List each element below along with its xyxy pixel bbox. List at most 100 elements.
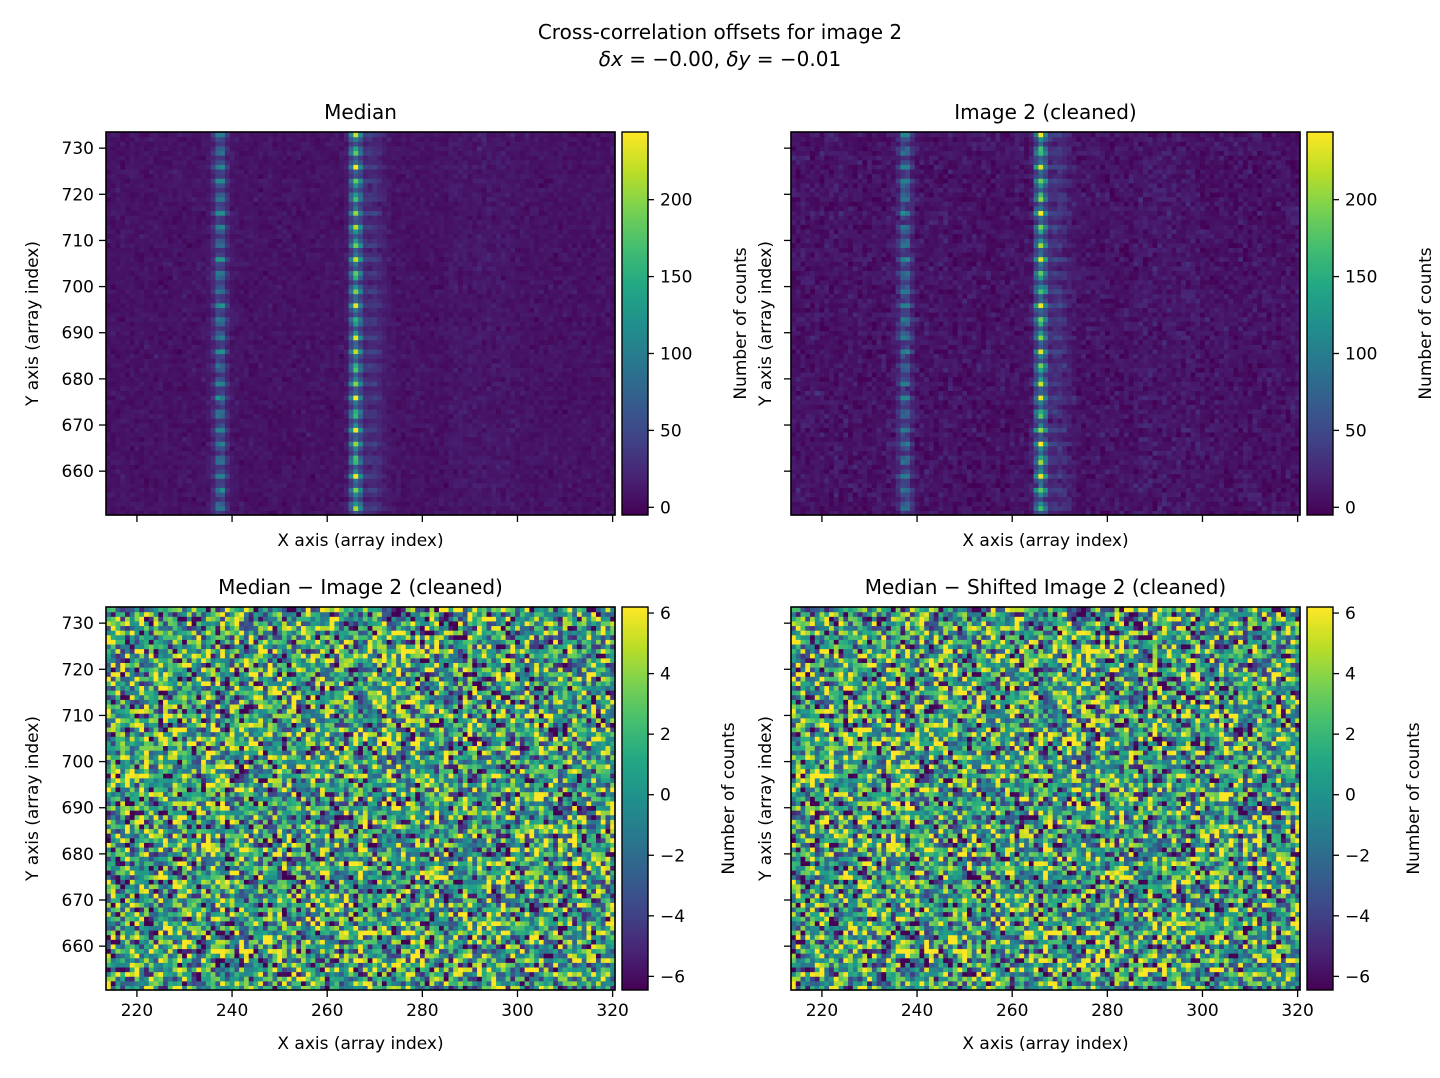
heatmap-cell [405,445,412,451]
heatmap-cell [600,325,607,332]
heatmap-cell [201,371,207,378]
heatmap-cell [329,344,335,350]
heatmap-cell [434,348,440,355]
heatmap-cell [201,404,207,410]
heatmap-cell [125,491,131,498]
heatmap-cell [572,390,578,396]
heatmap-cell [529,399,535,405]
heatmap-cell [210,450,217,456]
heatmap-cell [191,298,197,304]
heatmap-cell [210,487,217,493]
heatmap-cell [415,358,421,364]
heatmap-cell [353,491,359,498]
heatmap-cell [272,348,278,355]
heatmap-cell [429,422,435,428]
heatmap-cell [220,404,226,410]
heatmap-cell [396,311,402,318]
heatmap-cell [324,422,331,428]
heatmap-cell [529,501,535,507]
heatmap-cell [410,459,416,465]
heatmap-cell [515,413,521,419]
heatmap-cell [462,468,469,475]
heatmap-cell [334,496,340,502]
heatmap-cell [448,501,454,507]
heatmap-cell [524,344,530,350]
heatmap-cell [519,459,526,465]
heatmap-cell [120,367,126,373]
heatmap-cell [115,464,121,470]
heatmap-cell [519,464,526,470]
heatmap-cell [243,404,250,410]
heatmap-cell [424,505,431,511]
heatmap-cell [538,348,545,355]
heatmap-cell [496,404,502,410]
heatmap-cell [438,478,445,484]
heatmap-cell [524,422,530,428]
heatmap-cell [125,482,131,488]
heatmap-cell [220,487,226,493]
heatmap-cell [324,362,331,368]
heatmap-cell [534,431,540,438]
heatmap-cell [362,344,369,350]
heatmap-cell [148,436,155,442]
heatmap-cell [486,459,492,465]
heatmap-cell [510,491,516,498]
heatmap-cell [462,339,469,345]
heatmap-cell [377,335,383,341]
heatmap-cell [196,431,202,438]
heatmap-cell [400,367,407,373]
heatmap-cell [453,478,459,484]
heatmap-cell [343,339,350,345]
heatmap-cell [462,413,469,419]
heatmap-cell [144,302,150,308]
heatmap-cell [248,496,255,502]
heatmap-cell [310,367,316,373]
heatmap-cell [595,307,602,313]
heatmap-cell [586,445,592,451]
heatmap-cell [215,418,221,424]
heatmap-cell [296,422,302,428]
heatmap-cell [167,362,174,368]
heatmap-cell [424,404,431,410]
heatmap-cell [377,404,383,410]
heatmap-cell [110,321,117,327]
heatmap-cell [396,487,402,493]
heatmap-cell [348,307,354,313]
heatmap-cell [500,307,507,313]
heatmap-cell [234,455,240,461]
heatmap-cell [201,311,207,318]
heatmap-cell [557,473,564,479]
heatmap-cell [258,371,264,378]
heatmap-cell [110,298,117,304]
heatmap-cell [358,395,364,401]
heatmap-cell [205,464,212,470]
heatmap-cell [605,478,611,484]
heatmap-cell [120,348,126,355]
heatmap-cell [462,418,469,424]
heatmap-cell [486,510,492,516]
heatmap-cell [410,445,416,451]
heatmap-cell [524,459,530,465]
heatmap-cell [610,501,616,507]
heatmap-cell [243,487,250,493]
heatmap-cell [315,482,321,488]
heatmap-cell [486,441,492,447]
heatmap-cell [553,344,559,350]
heatmap-cell [282,468,288,475]
heatmap-cell [453,427,459,433]
heatmap-cell [567,371,573,378]
heatmap-cell [272,501,278,507]
heatmap-cell [524,385,530,392]
heatmap-cell [534,316,540,322]
heatmap-cell [167,510,174,516]
heatmap-cell [144,445,150,451]
heatmap-cell [139,468,145,475]
heatmap-cell [458,367,464,373]
heatmap-cell [158,491,164,498]
heatmap-cell [110,330,117,336]
heatmap-cell [186,482,193,488]
heatmap-cell [196,385,202,392]
heatmap-cell [291,348,297,355]
heatmap-cell [358,371,364,378]
heatmap-cell [381,455,388,461]
